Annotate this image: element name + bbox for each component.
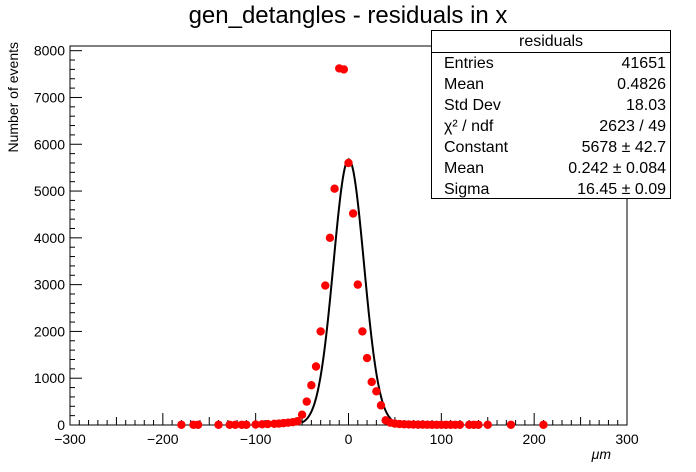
y-tick-label: 0 (57, 417, 65, 433)
stats-rows: Entries 41651 Mean 0.4826 Std Dev 18.03 χ² / n… (432, 53, 670, 200)
y-axis-label: Number of events (5, 42, 21, 153)
data-point (367, 377, 376, 387)
y-tick-label: 7000 (34, 89, 65, 105)
data-point (348, 209, 358, 218)
stats-row: Mean 0.4826 (432, 74, 670, 95)
stats-row-value: 41651 (621, 55, 667, 72)
y-tick-label: 2000 (34, 323, 65, 339)
x-tick-label: 100 (430, 431, 454, 447)
data-point (214, 420, 223, 429)
y-tick-label: 5000 (34, 183, 65, 199)
data-point (177, 420, 186, 429)
data-point (316, 327, 325, 336)
data-point (506, 420, 516, 429)
data-point (362, 353, 372, 363)
data-point (251, 420, 260, 429)
data-point (321, 281, 330, 290)
stats-row-label: Entries (444, 55, 494, 72)
stats-row-value: 0.4826 (617, 76, 666, 93)
data-point (455, 420, 465, 429)
data-point (353, 280, 362, 289)
x-tick-label: −100 (240, 431, 272, 447)
y-tick-label: 1000 (34, 370, 65, 386)
stats-row-label: Mean (444, 76, 485, 93)
stats-row: Std Dev 18.03 (432, 95, 670, 116)
stats-row-value: 18.03 (625, 97, 666, 114)
stats-row: Entries 41651 (432, 53, 670, 74)
stats-row-value: 16.45 ± 0.09 (577, 181, 666, 198)
x-tick-label: 300 (615, 431, 639, 447)
stats-box: residuals Entries 41651 Mean 0.4826 Std Dev 1… (431, 30, 671, 199)
stats-row-label: Mean (444, 160, 485, 177)
data-point (231, 420, 240, 429)
stats-row-value: 5678 ± 42.7 (581, 139, 666, 156)
stats-row-value: 0.242 ± 0.084 (568, 160, 666, 177)
stats-row-label: χ² / ndf (444, 118, 494, 135)
stats-box-title: residuals (432, 31, 670, 53)
y-tick-label: 4000 (34, 230, 65, 246)
stats-row-label: Sigma (444, 181, 490, 198)
x-tick-label: −200 (147, 431, 179, 447)
data-point (539, 420, 548, 429)
y-tick-label: 8000 (34, 43, 65, 59)
stats-row-label: Std Dev (444, 97, 501, 114)
data-point (307, 381, 316, 390)
data-point (358, 327, 367, 336)
data-point (311, 362, 321, 371)
stats-row: Constant 5678 ± 42.7 (432, 137, 670, 158)
data-point (325, 233, 335, 243)
x-axis-label: μm (591, 446, 612, 462)
stats-row: Sigma 16.45 ± 0.09 (432, 179, 670, 200)
data-point (242, 420, 251, 429)
data-point (330, 184, 339, 193)
chart-title: gen_detangles - residuals in x (188, 2, 508, 29)
stats-row-label: Constant (444, 139, 509, 156)
data-point (372, 387, 381, 396)
data-point (293, 417, 302, 426)
data-point (339, 65, 349, 74)
fit-curve (301, 158, 400, 425)
x-tick-label: −300 (54, 431, 86, 447)
stats-row: Mean 0.242 ± 0.084 (432, 158, 670, 179)
data-point (193, 420, 203, 429)
data-point (263, 419, 272, 429)
data-point (297, 410, 307, 419)
stats-row-value: 2623 / 49 (599, 118, 666, 135)
x-tick-label: 0 (345, 431, 353, 447)
x-tick-label: 200 (522, 431, 546, 447)
y-tick-label: 6000 (34, 136, 65, 152)
data-point (483, 420, 492, 429)
y-tick-label: 3000 (34, 277, 65, 293)
data-point (302, 397, 311, 406)
data-point (474, 420, 483, 429)
data-point (344, 158, 353, 168)
data-point (376, 401, 386, 410)
stats-row: χ² / ndf 2623 / 49 (432, 116, 670, 137)
